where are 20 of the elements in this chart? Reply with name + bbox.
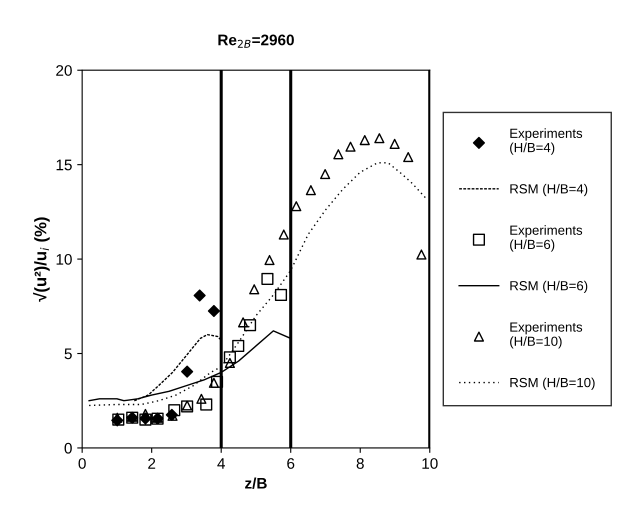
legend-label: RSM (H/B=4) [510, 184, 588, 196]
x-tick-label: 10 [422, 458, 438, 469]
y-tick-label: 20 [56, 65, 72, 76]
y-tick-label: 15 [56, 160, 72, 170]
legend-label: Experiments (H/B=10) [510, 322, 582, 349]
x-tick-label: 6 [287, 458, 294, 469]
legend-label: RSM (H/B=6) [510, 280, 588, 293]
y-tick-label: 10 [56, 254, 72, 265]
x-tick-label: 4 [217, 458, 225, 469]
x-axis-title: z/B [245, 477, 267, 489]
x-tick-label: 2 [148, 458, 156, 469]
chart-title: Re$_{2B}$=2960 [218, 34, 294, 48]
y-tick-label: 5 [64, 348, 72, 360]
y-axis-title: √(u²)/u$_{i}$ (%) [33, 217, 50, 302]
legend-label: Experiments (H/B=4) [510, 128, 582, 155]
legend-label: RSM (H/B=10) [510, 378, 595, 390]
x-tick-label: 0 [78, 458, 86, 469]
x-tick-label: 8 [356, 458, 364, 469]
y-tick-label: 0 [64, 442, 72, 454]
legend-label: Experiments (H/B=6) [510, 225, 582, 252]
